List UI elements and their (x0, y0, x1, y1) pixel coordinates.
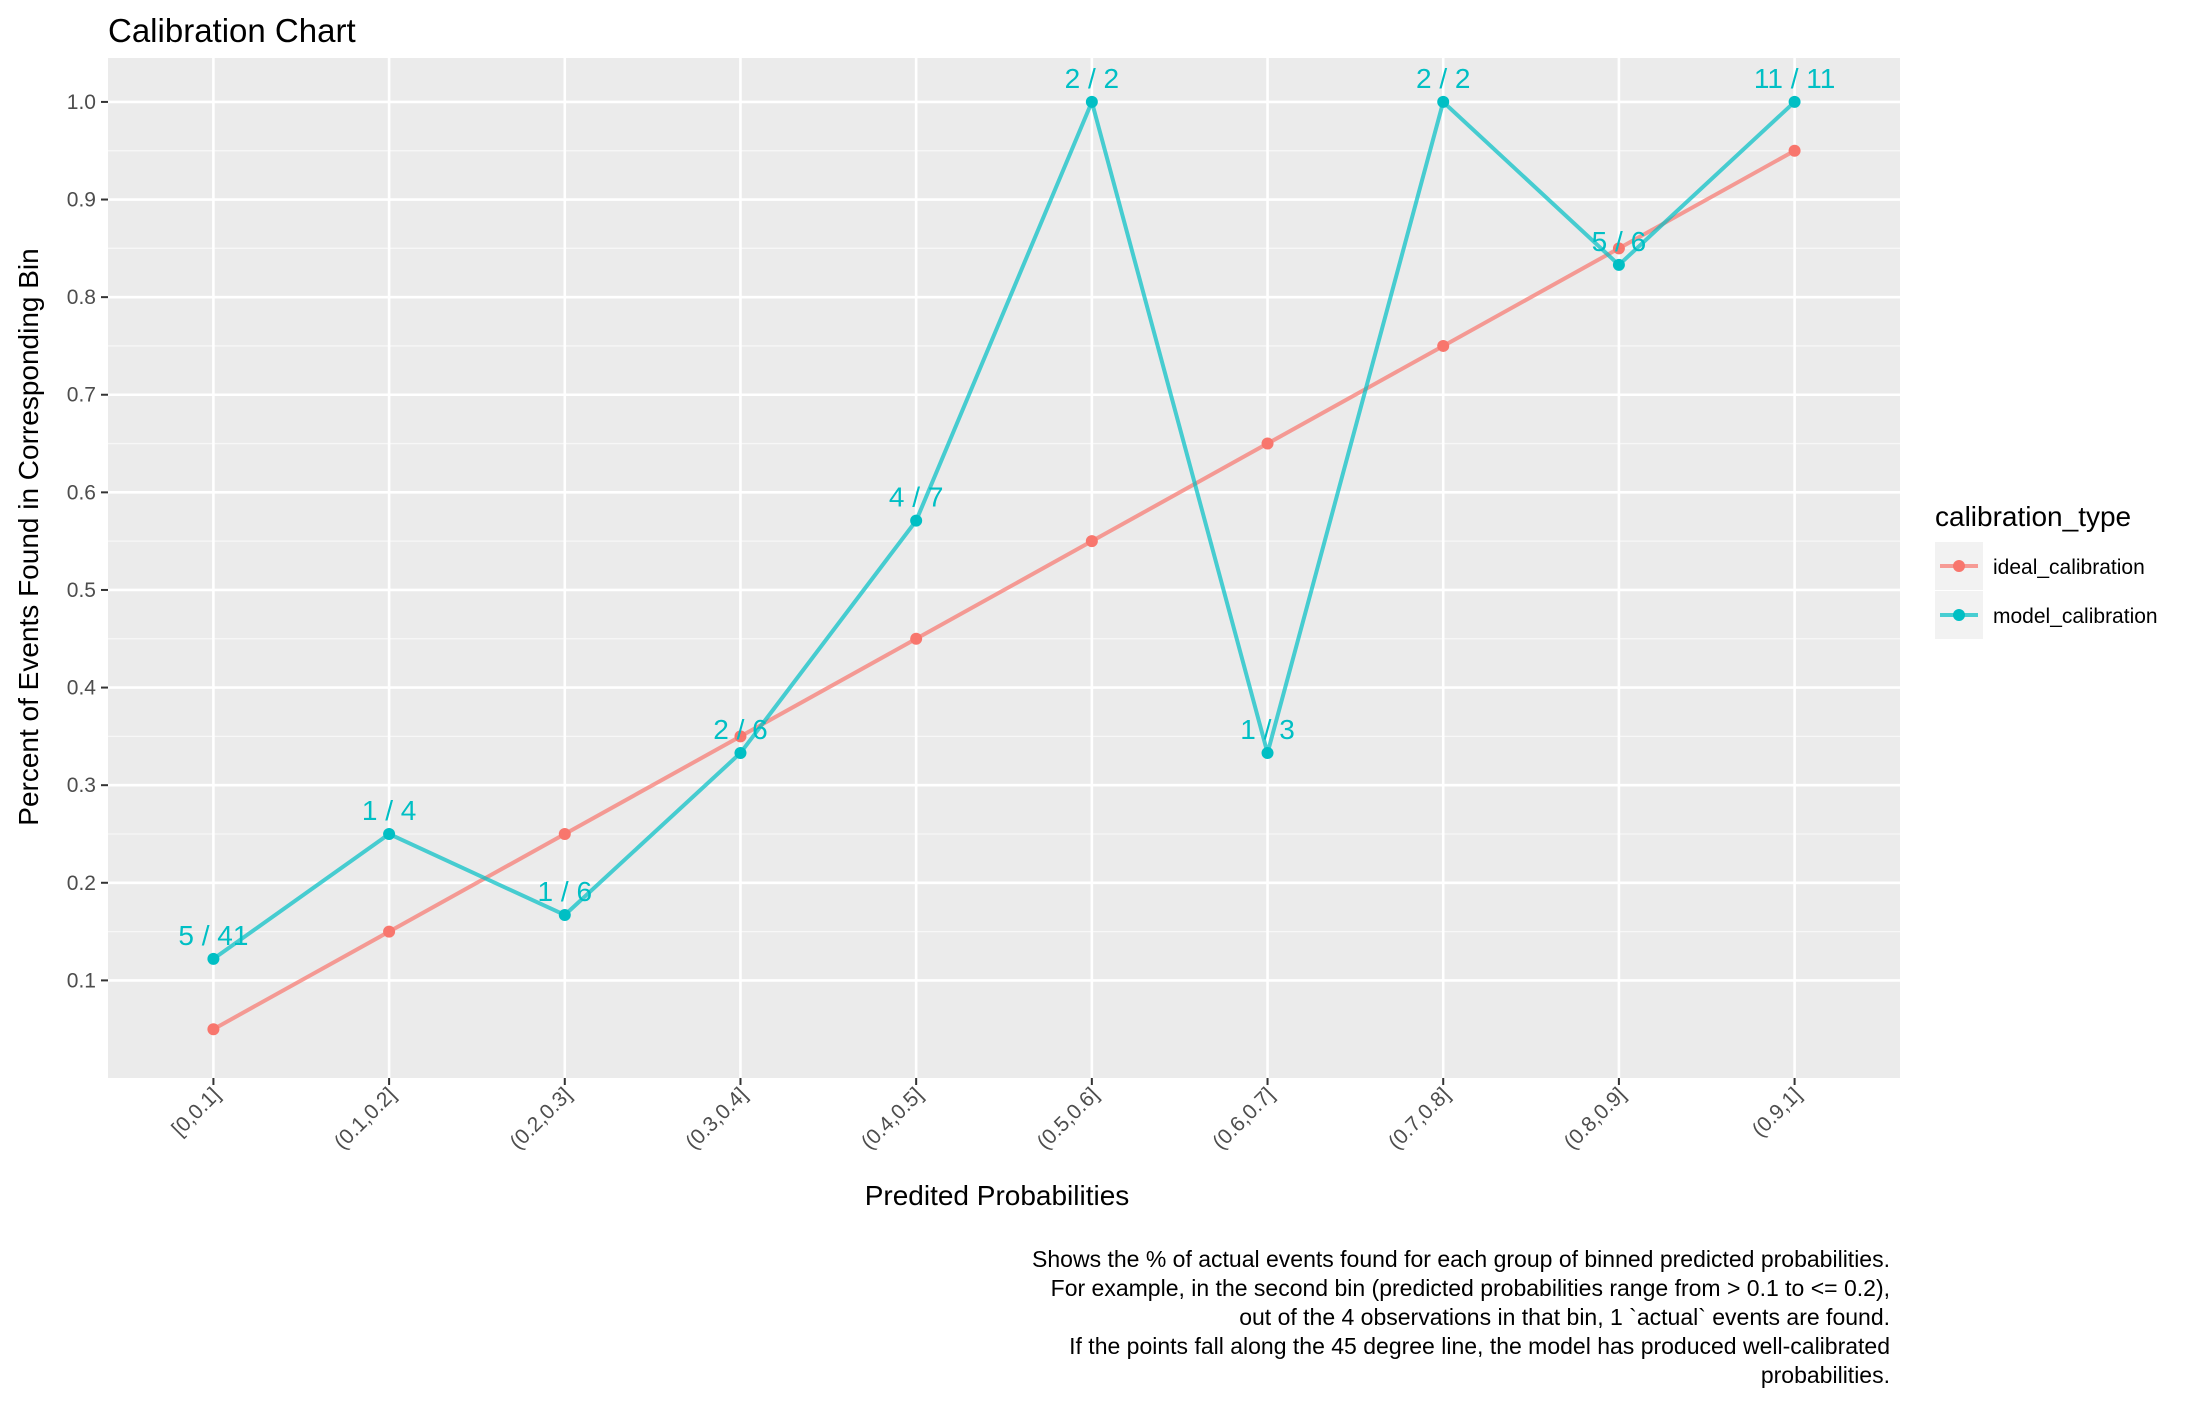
x-tick-label: (0.7,0.8] (1384, 1083, 1455, 1154)
x-tick-label: [0,0.1] (167, 1083, 225, 1141)
caption-line: out of the 4 observations in that bin, 1… (1239, 1304, 1890, 1330)
y-tick-label: 0.1 (67, 969, 96, 992)
series-line-ideal_calibration (212, 148, 1796, 1031)
x-tick-label: (0.2,0.3] (506, 1083, 577, 1154)
data-label: 1 / 6 (538, 876, 592, 907)
data-point-ideal_calibration (207, 1023, 220, 1036)
data-point-ideal_calibration (1261, 437, 1274, 450)
series-line-model_calibration (212, 99, 1796, 961)
y-tick-label: 0.3 (67, 774, 96, 797)
x-tick-label: (0.8,0.9] (1560, 1083, 1631, 1154)
y-tick-label: 0.4 (67, 677, 97, 700)
data-label: 2 / 2 (1416, 63, 1470, 94)
data-point-model_calibration (1612, 258, 1625, 271)
x-tick-label: (0.3,0.4] (681, 1083, 752, 1154)
data-point-ideal_calibration (1437, 339, 1450, 352)
caption-line: Shows the % of actual events found for e… (1032, 1246, 1890, 1272)
caption-line: For example, in the second bin (predicte… (1051, 1275, 1890, 1301)
y-axis-title: Percent of Events Found in Corresponding… (13, 248, 44, 825)
x-tick-label: (0.6,0.7] (1208, 1083, 1279, 1154)
legend-label: model_calibration (1993, 605, 2158, 628)
data-point-ideal_calibration (1612, 242, 1625, 255)
y-tick-label: 0.6 (67, 481, 96, 504)
y-tick-label: 0.2 (67, 872, 96, 895)
data-point-ideal_calibration (1788, 144, 1801, 157)
y-tick-label: 0.5 (67, 579, 96, 602)
data-label: 5 / 41 (178, 920, 248, 951)
caption-line: If the points fall along the 45 degree l… (1069, 1333, 1890, 1359)
chart-caption: Shows the % of actual events found for e… (1032, 1246, 1890, 1388)
chart-title: Calibration Chart (108, 12, 356, 49)
data-point-model_calibration (558, 908, 571, 921)
caption-line: probabilities. (1761, 1362, 1890, 1388)
data-point-ideal_calibration (1085, 535, 1098, 548)
x-tick-label: (0.1,0.2] (330, 1083, 401, 1154)
data-label: 1 / 3 (1240, 714, 1294, 745)
data-point-ideal_calibration (383, 925, 396, 938)
data-point-model_calibration (910, 514, 923, 527)
data-point-model_calibration (734, 746, 747, 759)
plot-area: 0.1 0.2 0.3 0.4 0.5 0.6 0.7 0.8 0.9 1.0 [0,0.1] (0.… (67, 58, 1900, 1154)
data-label: 4 / 7 (889, 482, 943, 513)
x-axis-title: Predited Probabilities (865, 1180, 1130, 1211)
y-tick-label: 0.9 (67, 189, 96, 212)
data-point-model_calibration (1085, 95, 1098, 108)
legend-key-point (1953, 560, 1965, 572)
data-point-model_calibration (1437, 95, 1450, 108)
legend-key-point (1953, 609, 1965, 621)
data-point-model_calibration (1788, 95, 1801, 108)
data-point-ideal_calibration (558, 827, 571, 840)
legend: calibration_type ideal_calibration model_c… (1935, 501, 2158, 639)
data-point-ideal_calibration (910, 632, 923, 645)
x-tick-label: (0.4,0.5] (857, 1083, 928, 1154)
x-tick-label: (0.9,1] (1748, 1083, 1806, 1141)
data-point-model_calibration (207, 952, 220, 965)
legend-title: calibration_type (1935, 501, 2131, 532)
x-tick-label: (0.5,0.6] (1033, 1083, 1104, 1154)
data-label: 1 / 4 (362, 795, 416, 826)
data-point-model_calibration (383, 827, 396, 840)
data-label: 5 / 6 (1592, 226, 1646, 257)
data-label: 2 / 6 (713, 714, 767, 745)
legend-label: ideal_calibration (1993, 556, 2145, 579)
y-tick-label: 0.7 (67, 384, 96, 407)
data-point-model_calibration (1261, 746, 1274, 759)
data-point-ideal_calibration (734, 730, 747, 743)
y-tick-label: 0.8 (67, 286, 96, 309)
data-label: 2 / 2 (1065, 63, 1119, 94)
y-tick-label: 1.0 (67, 91, 96, 114)
plot-background (108, 58, 1900, 1078)
data-label: 11 / 11 (1754, 63, 1835, 94)
